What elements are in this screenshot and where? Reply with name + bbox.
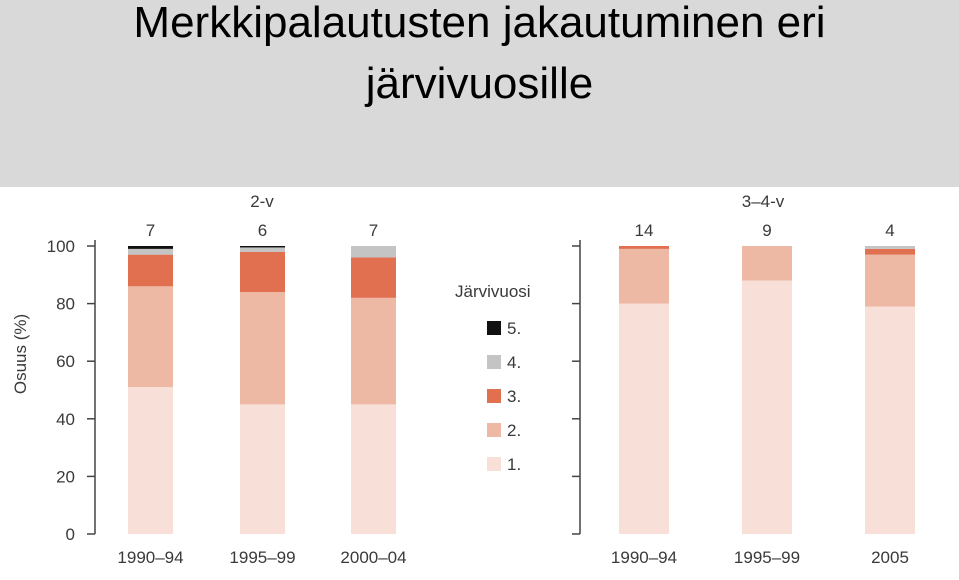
- title-band: Merkkipalautusten jakautuminen eri järvi…: [0, 0, 959, 187]
- legend-label: 3.: [507, 387, 521, 406]
- panel-title: 3–4-v: [742, 192, 785, 211]
- chart-legend: 5. 4. 3. 2. 1.: [487, 319, 521, 474]
- bar-segment: [128, 248, 173, 255]
- y-tick-label: 80: [56, 295, 75, 314]
- y-tick-label: 40: [56, 410, 75, 429]
- bar-segment: [351, 246, 396, 258]
- slide-title-line1: Merkkipalautusten jakautuminen eri: [133, 0, 826, 47]
- slide-title: Merkkipalautusten jakautuminen eri järvi…: [0, 0, 959, 114]
- legend-swatch: [487, 321, 501, 335]
- panel-title: 2-v: [250, 192, 274, 211]
- legend-label: 5.: [507, 319, 521, 338]
- legend-swatch: [487, 423, 501, 437]
- legend-swatch: [487, 389, 501, 403]
- y-tick-label: 0: [66, 525, 75, 544]
- legend-swatch: [487, 355, 501, 369]
- bar-segment: [128, 254, 173, 287]
- x-tick-label: 1990–94: [117, 548, 183, 567]
- legend-label: 4.: [507, 353, 521, 372]
- bar-segment: [351, 297, 396, 405]
- x-tick-label: 2000–04: [340, 548, 406, 567]
- bar-count-label: 7: [369, 221, 378, 240]
- y-axis-label: Osuus (%): [11, 314, 30, 394]
- legend-title: Järvivuosi: [455, 282, 531, 301]
- bar-count-label: 4: [885, 221, 894, 240]
- x-tick-label: 1995–99: [734, 548, 800, 567]
- bar-segment: [240, 292, 285, 405]
- bar-segment: [742, 246, 792, 281]
- x-tick-label: 2005: [871, 548, 909, 567]
- bar-count-label: 14: [635, 221, 654, 240]
- bar-segment: [865, 306, 915, 534]
- bar-segment: [128, 286, 173, 388]
- bar-segment: [240, 246, 285, 248]
- bar-segment: [865, 254, 915, 307]
- bar-segment: [865, 246, 915, 249]
- legend-label: 2.: [507, 421, 521, 440]
- y-tick-label: 100: [47, 237, 75, 256]
- bar-segment: [619, 246, 669, 249]
- bar-segment: [240, 247, 285, 252]
- bar-segment: [619, 248, 669, 304]
- x-tick-label: 1990–94: [611, 548, 677, 567]
- bar-segment: [128, 246, 173, 249]
- bar-segment: [619, 303, 669, 534]
- chart-marks: 2-v 1990–94 7 1995–99 6 2000–04 7 3–4-v 1990–94 1…: [117, 192, 915, 567]
- bar-segment: [351, 404, 396, 534]
- bar-count-label: 6: [258, 221, 267, 240]
- bar-segment: [865, 248, 915, 255]
- bar-segment: [240, 251, 285, 293]
- bar-segment: [351, 257, 396, 298]
- chart-svg: 0 20 40 60 80 100 2-v 1990–94 7 1995–99 6 2000–04 7…: [11, 192, 915, 567]
- bar-segment: [240, 404, 285, 534]
- legend-label: 1.: [507, 455, 521, 474]
- chart-figure: 0 20 40 60 80 100 2-v 1990–94 7 1995–99 6 2000–04 7…: [0, 187, 959, 575]
- bar-count-label: 9: [762, 221, 771, 240]
- x-tick-label: 1995–99: [229, 548, 295, 567]
- bar-segment: [742, 280, 792, 534]
- bar-segment: [128, 387, 173, 534]
- y-tick-label: 20: [56, 467, 75, 486]
- left-panel-axis: 0 20 40 60 80 100: [47, 237, 96, 544]
- legend-swatch: [487, 457, 501, 471]
- right-panel-axis: [572, 240, 581, 535]
- y-tick-label: 60: [56, 352, 75, 371]
- bar-count-label: 7: [146, 221, 155, 240]
- slide-title-line2: järvivuosille: [365, 59, 594, 108]
